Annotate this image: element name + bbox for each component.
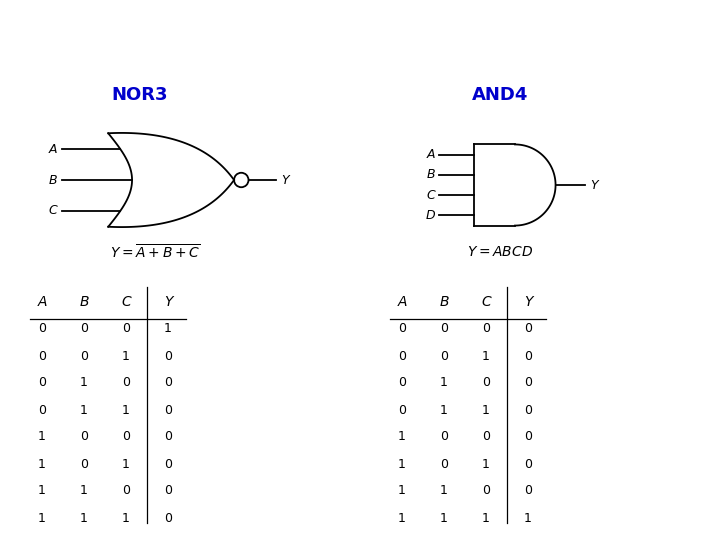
Text: 0: 0 [440, 430, 448, 443]
Text: 1: 1 [440, 403, 448, 416]
Text: 0: 0 [398, 403, 406, 416]
Text: B: B [49, 173, 58, 186]
Text: B: B [79, 295, 89, 309]
Text: 1: 1 [398, 430, 406, 443]
Text: 0: 0 [164, 403, 172, 416]
Text: 0: 0 [482, 322, 490, 335]
Text: 0: 0 [80, 457, 88, 470]
Text: 0: 0 [524, 430, 532, 443]
Text: 0: 0 [524, 484, 532, 497]
Text: 1: 1 [398, 484, 406, 497]
Text: B: B [427, 168, 436, 181]
Text: 0: 0 [398, 376, 406, 389]
Text: 0: 0 [80, 349, 88, 362]
Text: C: C [481, 295, 491, 309]
Text: Y: Y [523, 295, 532, 309]
Text: 0: 0 [524, 322, 532, 335]
Text: 0: 0 [122, 376, 130, 389]
Text: 0: 0 [80, 322, 88, 335]
Text: 1: 1 [440, 511, 448, 524]
Text: 0: 0 [398, 322, 406, 335]
Text: 0: 0 [164, 511, 172, 524]
Text: 0: 0 [164, 430, 172, 443]
Text: Y: Y [281, 173, 289, 186]
Text: 1: 1 [122, 457, 130, 470]
Text: 1: 1 [80, 403, 88, 416]
Text: A: A [49, 143, 58, 156]
Text: 1: 1 [164, 322, 172, 335]
Text: B: B [439, 295, 449, 309]
Text: 1: 1 [38, 430, 46, 443]
Text: 1: 1 [482, 457, 490, 470]
Text: 0: 0 [164, 349, 172, 362]
Text: 0: 0 [440, 457, 448, 470]
Text: 1: 1 [440, 376, 448, 389]
Text: $Y = ABCD$: $Y = ABCD$ [467, 245, 533, 259]
Text: 1: 1 [524, 511, 532, 524]
Text: D: D [426, 209, 436, 222]
Text: 0: 0 [524, 403, 532, 416]
Text: 1: 1 [122, 511, 130, 524]
Text: 1: 1 [482, 349, 490, 362]
Text: 0: 0 [38, 349, 46, 362]
Text: NOR3: NOR3 [112, 86, 168, 104]
Text: 0: 0 [440, 322, 448, 335]
Text: 1: 1 [440, 484, 448, 497]
Text: A: A [427, 148, 436, 161]
Text: 0: 0 [164, 457, 172, 470]
Text: 0: 0 [122, 322, 130, 335]
Text: 1: 1 [122, 349, 130, 362]
Text: 0: 0 [164, 376, 172, 389]
Text: 0: 0 [482, 376, 490, 389]
Text: 0: 0 [38, 322, 46, 335]
Text: 1: 1 [122, 403, 130, 416]
Text: Multiple-Input Logic Gates: Multiple-Input Logic Gates [13, 26, 449, 55]
Text: 1: 1 [398, 511, 406, 524]
Text: 0: 0 [80, 430, 88, 443]
Text: 0: 0 [164, 484, 172, 497]
Text: 1: 1 [38, 457, 46, 470]
Text: C: C [48, 204, 58, 218]
Text: 0: 0 [524, 349, 532, 362]
Text: 1: 1 [80, 511, 88, 524]
Text: 0: 0 [482, 430, 490, 443]
Text: 1: 1 [398, 457, 406, 470]
Text: 0: 0 [38, 403, 46, 416]
Text: A: A [37, 295, 47, 309]
Text: 1: 1 [38, 511, 46, 524]
Text: AND4: AND4 [472, 86, 528, 104]
Text: A: A [397, 295, 407, 309]
Text: Y: Y [590, 179, 598, 192]
Text: 1: 1 [482, 511, 490, 524]
Text: 1: 1 [38, 484, 46, 497]
Text: 1: 1 [80, 376, 88, 389]
Text: 0: 0 [38, 376, 46, 389]
Text: $Y = \overline{A+B+C}$: $Y = \overline{A+B+C}$ [110, 243, 200, 261]
Text: 0: 0 [524, 376, 532, 389]
Text: C: C [427, 188, 436, 201]
Text: 0: 0 [398, 349, 406, 362]
Text: 0: 0 [524, 457, 532, 470]
Text: 0: 0 [440, 349, 448, 362]
Text: 0: 0 [482, 484, 490, 497]
Text: 1: 1 [482, 403, 490, 416]
Text: 1: 1 [80, 484, 88, 497]
Text: 0: 0 [122, 484, 130, 497]
Text: C: C [121, 295, 131, 309]
Text: Y: Y [163, 295, 172, 309]
Text: 0: 0 [122, 430, 130, 443]
